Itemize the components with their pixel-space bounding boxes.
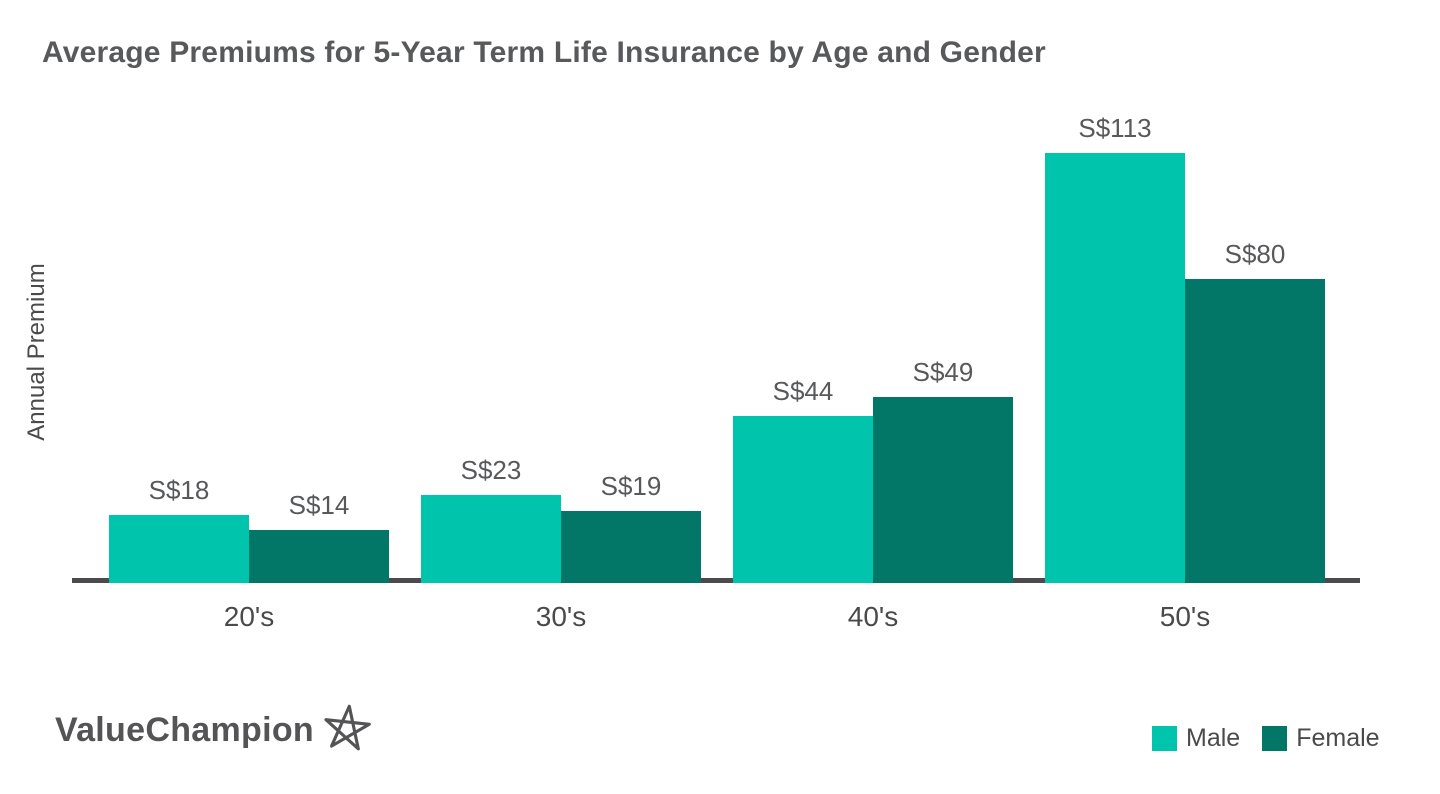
legend-label-female: Female	[1296, 724, 1380, 752]
bar-female-50s: S$80	[1185, 239, 1325, 583]
x-axis-category-label: 20's	[223, 601, 275, 632]
x-axis-category-label: 40's	[847, 601, 899, 632]
bar-group-20s: S$18 S$14 20's	[109, 475, 389, 632]
bar-male-30s: S$23	[421, 455, 561, 583]
bar-value-label: S$113	[1078, 113, 1152, 143]
bar-value-label: S$19	[600, 471, 662, 501]
bar-female-20s: S$14	[249, 490, 389, 583]
bar-female-30s: S$19	[561, 471, 701, 583]
chart-title: Average Premiums for 5-Year Term Life In…	[42, 36, 1046, 69]
x-axis-line	[72, 578, 1360, 583]
bar-female-40s: S$49	[873, 357, 1013, 583]
bar-value-label: S$18	[148, 475, 210, 505]
x-axis-category-label: 50's	[1159, 601, 1211, 632]
bar-value-label: S$44	[772, 376, 834, 406]
bar-group-40s: S$44 S$49 40's	[733, 357, 1013, 632]
brand-logo: ValueChampion	[55, 704, 372, 754]
legend-swatch-female	[1262, 726, 1288, 751]
bar-group-30s: S$23 S$19 30's	[421, 455, 701, 632]
legend: Male Female	[1152, 724, 1380, 753]
bar-value-label: S$14	[288, 490, 350, 520]
legend-label-male: Male	[1186, 724, 1241, 752]
legend-swatch-male	[1152, 726, 1177, 751]
bar-value-label: S$80	[1224, 239, 1286, 269]
bar-group-50s: S$113 S$80 50's	[1045, 113, 1325, 632]
bar-value-label: S$49	[912, 357, 974, 387]
bar-value-label: S$23	[460, 455, 522, 485]
bar-male-50s: S$113	[1045, 113, 1185, 583]
bar-male-20s: S$18	[109, 475, 249, 583]
brand-logo-text: ValueChampion	[55, 710, 314, 749]
x-axis-category-label: 30's	[535, 601, 587, 632]
bar-male-40s: S$44	[733, 376, 873, 583]
star-icon	[324, 704, 371, 751]
